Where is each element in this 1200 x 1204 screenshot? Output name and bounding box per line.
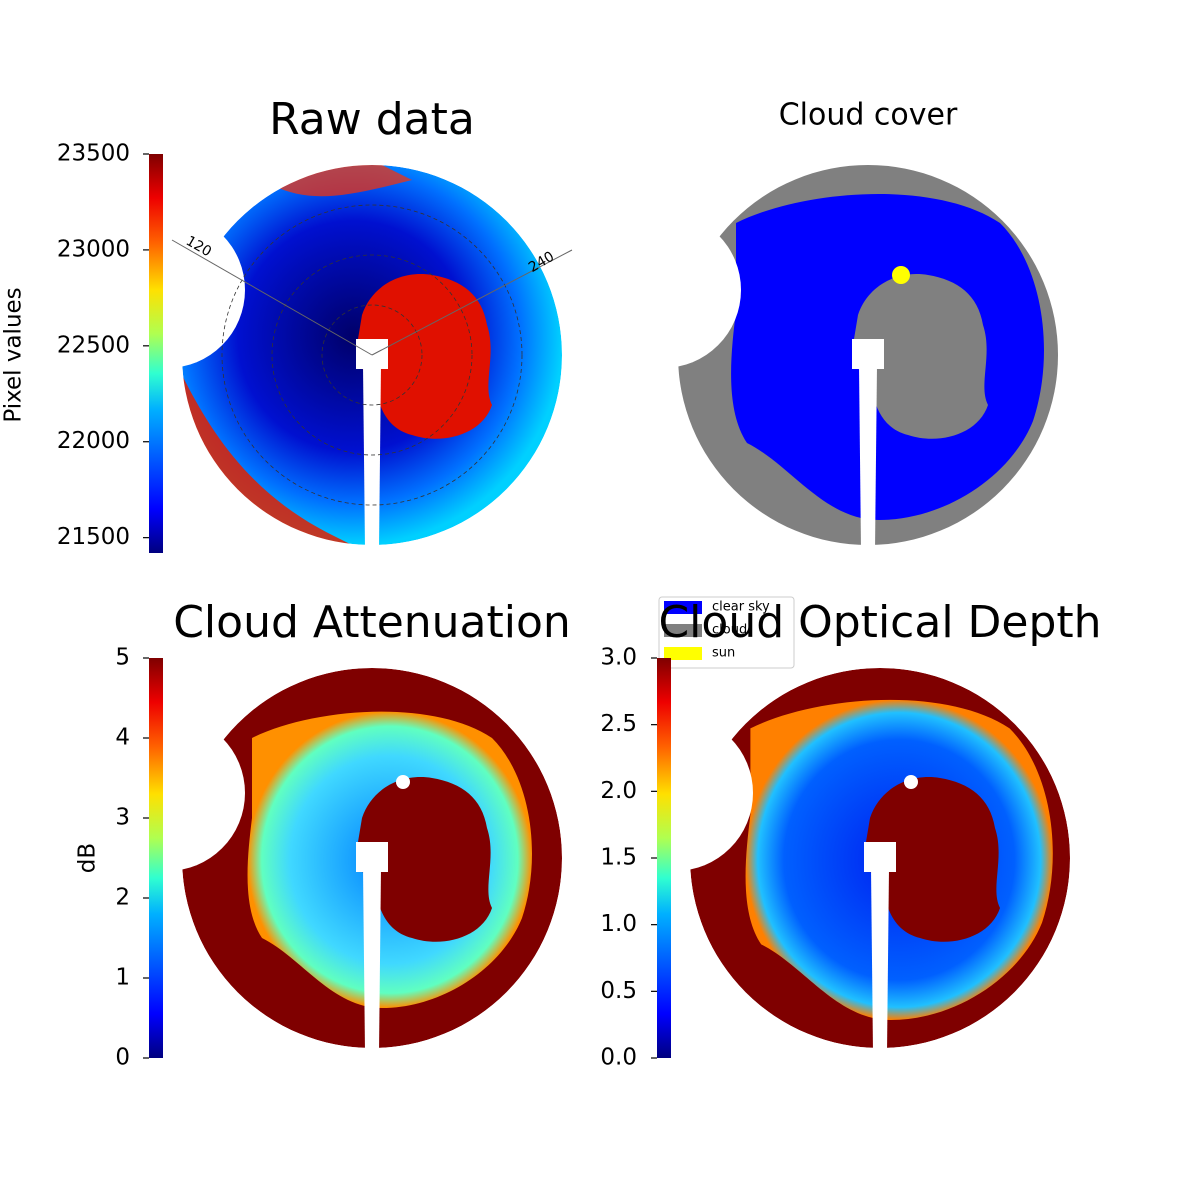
colorbar-tick-label: 1.0	[600, 911, 637, 937]
colorbar-tick-label: 2	[115, 885, 130, 911]
sun	[892, 266, 910, 284]
sky-panel	[668, 155, 1068, 555]
colorbar-tick-label: 0	[115, 1045, 130, 1071]
mast-box	[852, 339, 884, 369]
cloud-blob	[864, 777, 1000, 942]
panel-title: Cloud Attenuation	[173, 597, 571, 648]
cloud-blob	[852, 274, 988, 439]
mast	[871, 868, 889, 1053]
colorbar-tick-label: 2.5	[600, 711, 637, 737]
colorbar-tick-label: 4	[115, 725, 130, 751]
sun	[904, 775, 918, 789]
colorbar-tick-label: 22000	[57, 428, 130, 454]
colorbar-tick-label: 3	[115, 805, 130, 831]
colorbar-tick-label: 5	[115, 645, 130, 671]
colorbar	[149, 658, 163, 1058]
polar-spoke	[371, 249, 573, 356]
colorbar-tick-label: 23500	[57, 141, 130, 167]
panel-title: Raw data	[269, 94, 475, 145]
colorbar-tick-label: 1	[115, 965, 130, 991]
cloud-blob	[356, 274, 492, 439]
legend: clear sky cloud sun	[658, 596, 795, 669]
colorbar-tick-label: 0.0	[600, 1045, 637, 1071]
sky-panel	[690, 668, 1070, 1053]
sun	[396, 775, 410, 789]
edge-cloud	[262, 160, 412, 197]
colorbar-tick-label: 0.5	[600, 978, 637, 1004]
mast-box	[356, 339, 388, 369]
mast	[363, 868, 381, 1053]
colorbar-tick-label: 3.0	[600, 645, 637, 671]
polar-ring	[271, 254, 473, 456]
mast-box	[864, 842, 896, 872]
mast	[363, 365, 381, 550]
colorbar-tick-label: 1.5	[600, 845, 637, 871]
colorbar-tick-label: 2.0	[600, 778, 637, 804]
colorbar-tick-label: 22500	[57, 332, 130, 358]
colorbar	[149, 154, 163, 553]
colorbar	[657, 658, 671, 1058]
colorbar-tick-label: 23000	[57, 236, 130, 262]
mast-box	[356, 842, 388, 872]
legend-label: clear sky	[712, 600, 770, 615]
polar-spoke	[171, 239, 373, 356]
legend-label: cloud	[712, 623, 747, 638]
polar-label: 120	[183, 233, 214, 260]
polar-ring	[321, 304, 423, 406]
colorbar-tick-label: 21500	[57, 524, 130, 550]
colorbar-label: Pixel values	[1, 287, 27, 422]
colorbar-label: dB	[75, 843, 101, 873]
polar-ring	[221, 204, 523, 506]
panel-title: Cloud cover	[779, 98, 958, 133]
legend-swatch	[664, 647, 702, 660]
edge-cloud	[182, 375, 362, 550]
legend-swatch	[664, 601, 702, 614]
sky-panel	[182, 668, 562, 1053]
legend-label: sun	[712, 646, 735, 661]
panel-title: Cloud Optical Depth	[658, 597, 1101, 648]
cloud-blob	[356, 777, 492, 942]
mast	[859, 365, 877, 550]
legend-swatch	[664, 624, 702, 637]
